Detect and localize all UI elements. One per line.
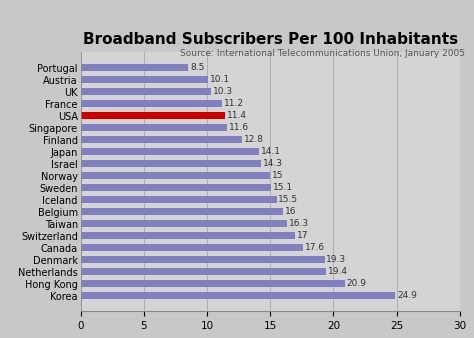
- Bar: [81, 76, 208, 83]
- Text: 8.5: 8.5: [190, 63, 204, 72]
- Text: 14.1: 14.1: [261, 147, 281, 156]
- Bar: [81, 232, 295, 239]
- Text: 19.3: 19.3: [327, 255, 346, 264]
- Bar: [81, 136, 242, 143]
- Bar: [81, 196, 276, 203]
- Bar: [81, 256, 325, 263]
- Bar: [81, 268, 326, 275]
- Bar: [81, 244, 303, 251]
- Bar: [81, 112, 225, 119]
- Text: 20.9: 20.9: [346, 279, 367, 288]
- Text: 10.1: 10.1: [210, 75, 230, 84]
- Bar: [81, 220, 287, 227]
- Text: 11.2: 11.2: [224, 99, 244, 108]
- Bar: [81, 100, 222, 107]
- Text: 24.9: 24.9: [397, 291, 417, 300]
- Text: 16.3: 16.3: [289, 219, 309, 228]
- Text: 11.6: 11.6: [229, 123, 249, 132]
- Text: 12.8: 12.8: [244, 135, 264, 144]
- Text: Source: International Telecommunications Union, January 2005: Source: International Telecommunications…: [180, 49, 465, 58]
- Bar: [81, 160, 261, 167]
- Text: 17.6: 17.6: [305, 243, 325, 252]
- Bar: [81, 88, 211, 95]
- Text: 15.1: 15.1: [273, 183, 293, 192]
- Bar: [81, 64, 188, 71]
- Title: Broadband Subscribers Per 100 Inhabitants: Broadband Subscribers Per 100 Inhabitant…: [82, 32, 458, 47]
- Text: 17: 17: [297, 231, 309, 240]
- Bar: [81, 172, 270, 179]
- Text: 19.4: 19.4: [328, 267, 348, 276]
- Text: 15: 15: [272, 171, 283, 180]
- Text: 16: 16: [285, 207, 296, 216]
- Bar: [81, 124, 227, 131]
- Text: 15.5: 15.5: [278, 195, 299, 204]
- Text: 10.3: 10.3: [213, 87, 233, 96]
- Bar: [81, 148, 259, 155]
- Bar: [81, 184, 272, 191]
- Text: 11.4: 11.4: [227, 111, 246, 120]
- Text: 14.3: 14.3: [263, 159, 283, 168]
- Bar: [81, 280, 345, 287]
- Bar: [81, 208, 283, 215]
- Bar: [81, 292, 395, 299]
